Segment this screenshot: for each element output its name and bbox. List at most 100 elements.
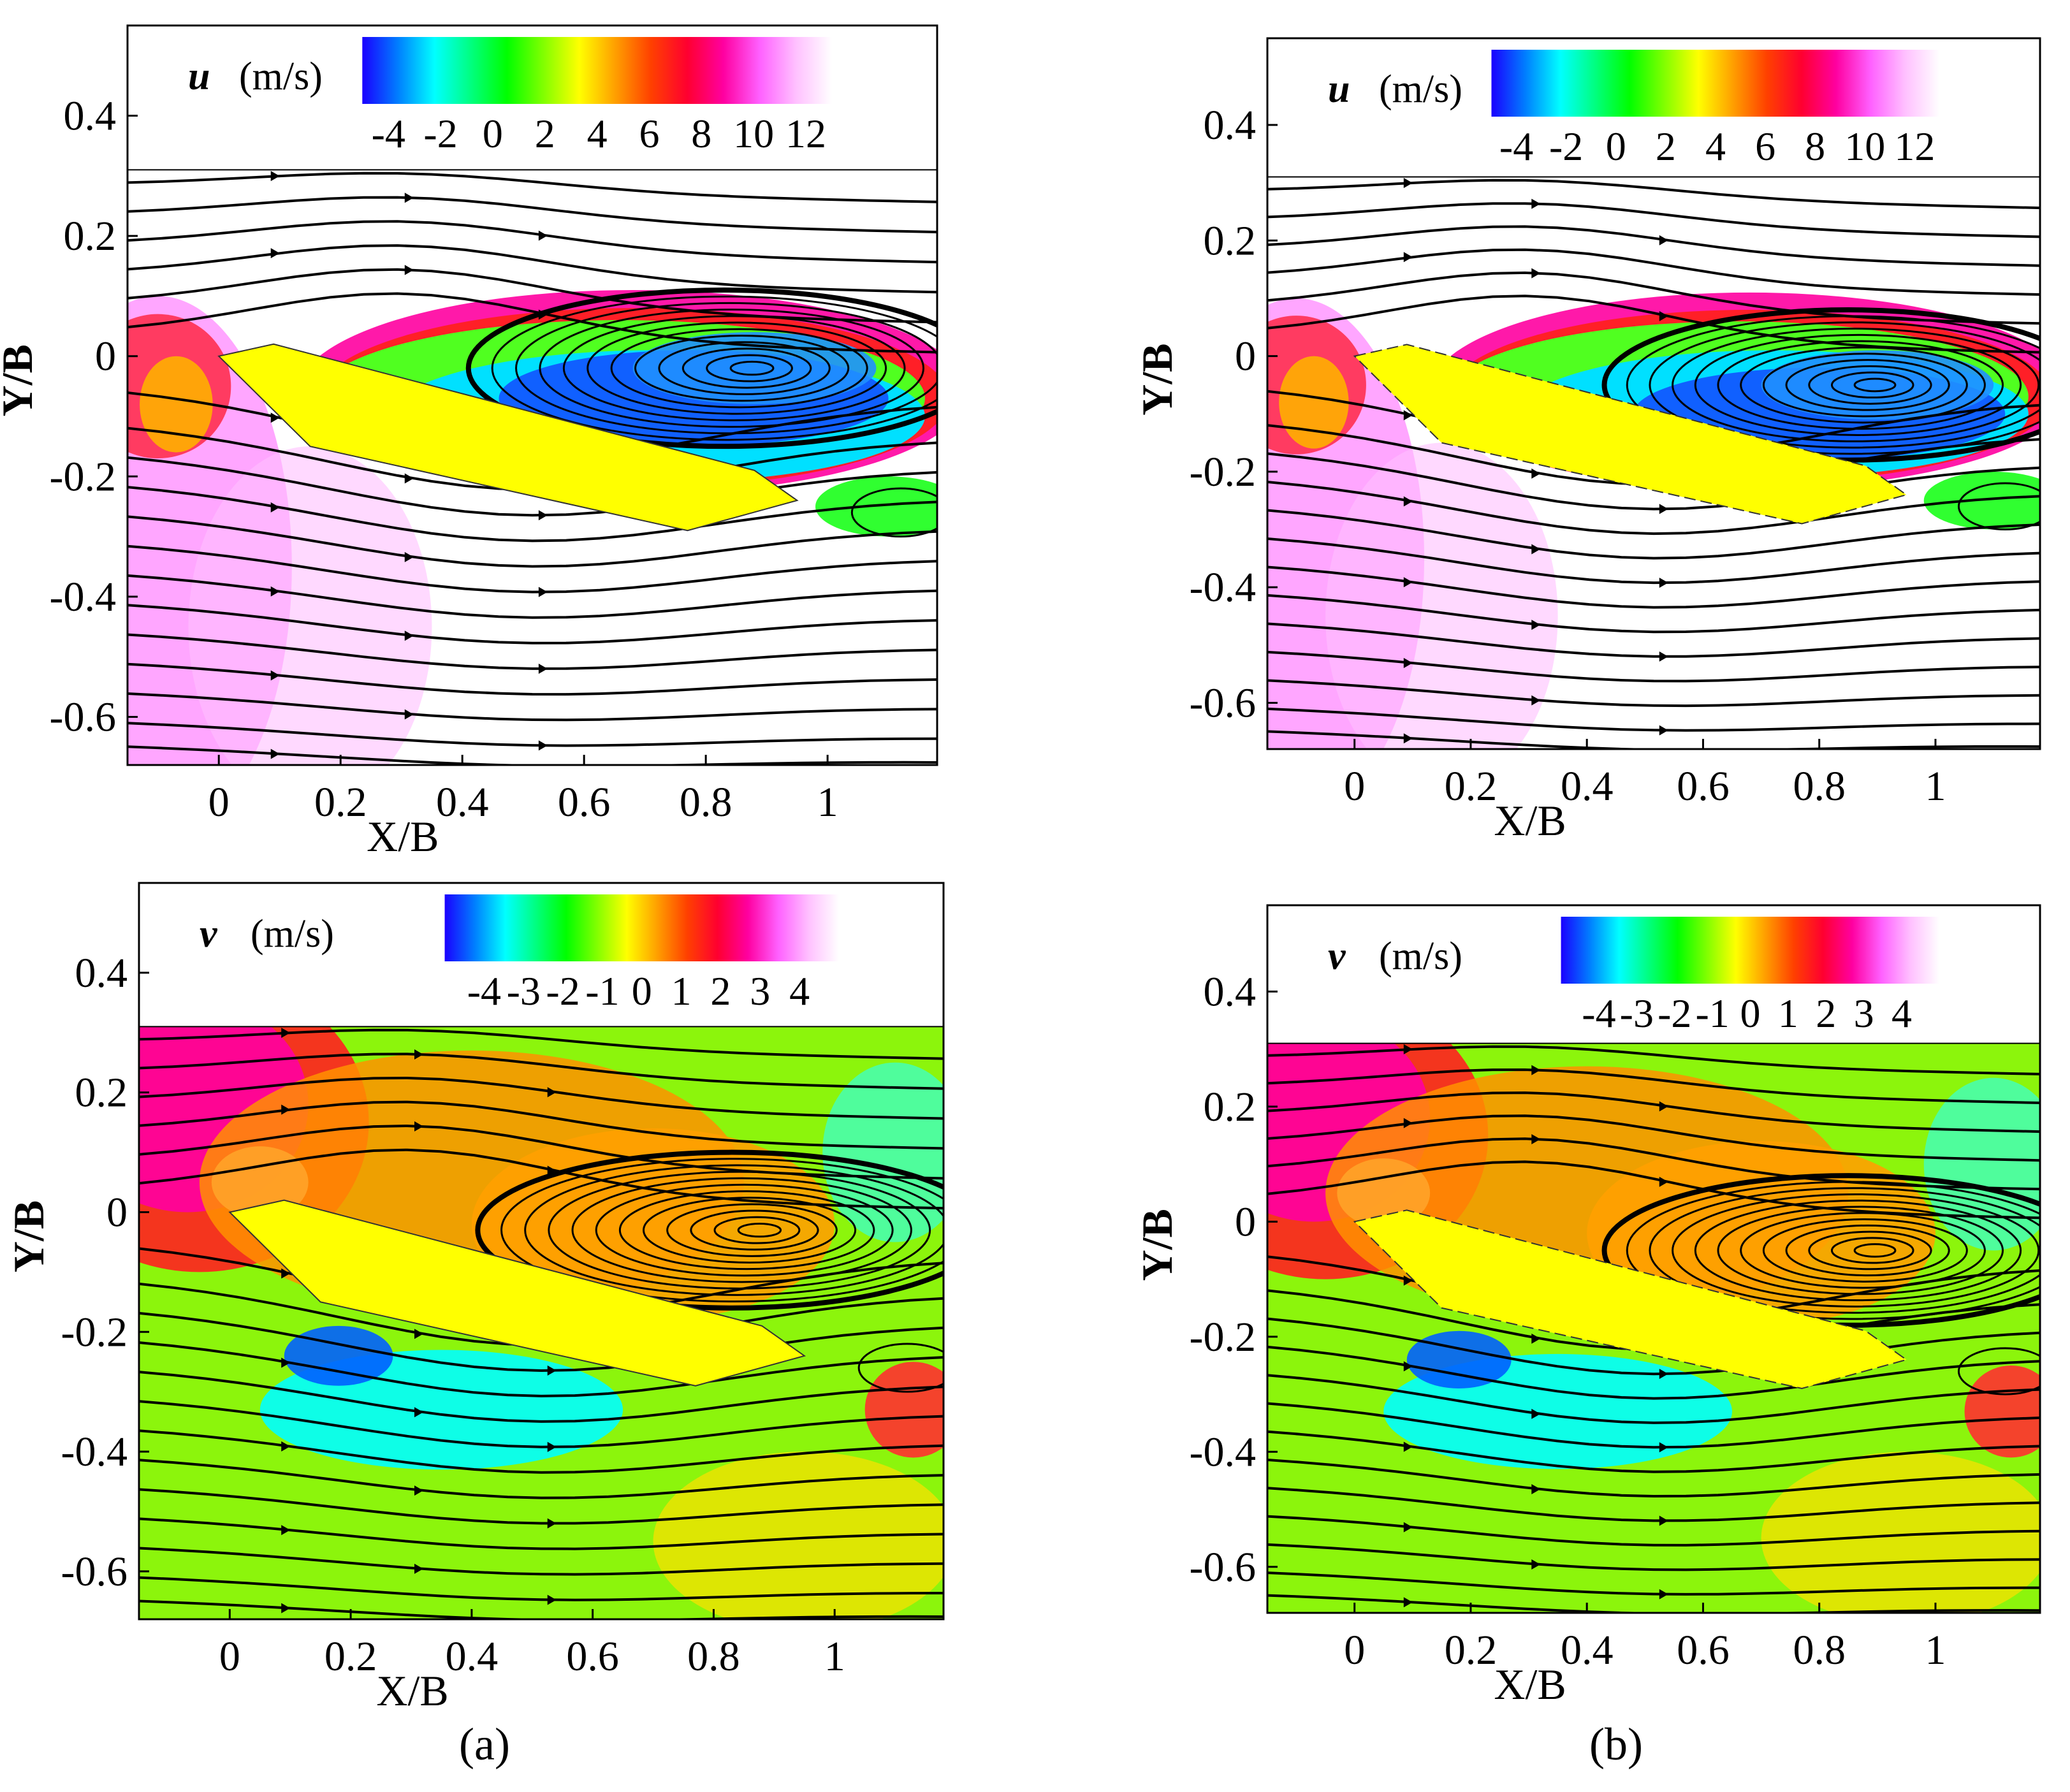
streamline bbox=[128, 171, 937, 203]
streamline-arrow bbox=[281, 1441, 291, 1452]
plot-frame bbox=[1266, 904, 2041, 1614]
colorbar-tick-label: -3 bbox=[1620, 991, 1654, 1036]
vortex-streamline bbox=[491, 295, 937, 441]
x-tick-label: 0 bbox=[219, 1633, 240, 1680]
vortex-streamline bbox=[539, 309, 925, 428]
vortex-streamline bbox=[737, 1222, 782, 1238]
y-tick-label: -0.6 bbox=[1190, 1544, 1256, 1591]
contour-region-wake-cyan bbox=[1923, 1077, 2040, 1251]
streamline-arrow bbox=[1403, 1597, 1413, 1608]
streamline bbox=[1267, 1374, 2040, 1424]
vortex-streamline bbox=[1740, 346, 1986, 424]
streamline bbox=[1267, 1487, 2040, 1522]
streamline-arrow bbox=[1659, 1515, 1668, 1526]
colorbar-tick-label: 8 bbox=[691, 111, 711, 156]
y-tick-label: -0.4 bbox=[1190, 564, 1256, 611]
colorbar bbox=[1491, 50, 1940, 117]
colorbar-tick-label: 4 bbox=[1891, 991, 1912, 1036]
streamline-arrow bbox=[1659, 578, 1668, 588]
streamline-arrow bbox=[1659, 725, 1668, 736]
contour-region-wake-yellow bbox=[653, 1452, 944, 1619]
variable-unit: (m/s) bbox=[1379, 935, 1462, 978]
streamline-arrow bbox=[281, 1357, 291, 1368]
colorbar-tick-label: -2 bbox=[1658, 991, 1691, 1036]
x-axis-label: X/B bbox=[1494, 1660, 1566, 1708]
streamline bbox=[128, 604, 937, 645]
body-section bbox=[217, 343, 799, 532]
x-tick-label: 0.8 bbox=[687, 1633, 740, 1680]
streamline bbox=[128, 268, 937, 324]
x-tick-label: 0.6 bbox=[1677, 763, 1730, 810]
streamline bbox=[1267, 707, 2040, 732]
vortex-streamline bbox=[1672, 328, 2040, 442]
vortex-streamline bbox=[1649, 1187, 2040, 1314]
streamline-arrow bbox=[1403, 733, 1413, 744]
colorbar-tick-label: 12 bbox=[1894, 124, 1935, 169]
streamline-arrow bbox=[547, 1365, 557, 1376]
y-tick-label: 0.4 bbox=[1204, 102, 1257, 149]
streamline bbox=[128, 196, 937, 233]
colorbar-tick-label: 6 bbox=[1755, 124, 1775, 169]
streamline bbox=[1267, 452, 2040, 511]
x-tick-label: 1 bbox=[824, 1633, 845, 1680]
streamline-arrow bbox=[1531, 1065, 1541, 1075]
colorbar-tick-label: 3 bbox=[750, 968, 770, 1014]
streamline-arrow bbox=[404, 473, 414, 484]
y-tick-label: 0.2 bbox=[64, 213, 117, 259]
vortex-streamline bbox=[1717, 1206, 2004, 1295]
streamline-arrow bbox=[1403, 410, 1413, 421]
colorbar-tick-label: 12 bbox=[785, 111, 826, 156]
colorbar-tick-label: 0 bbox=[632, 968, 652, 1014]
streamline-arrow bbox=[538, 740, 548, 751]
variable-symbol: u bbox=[1328, 68, 1350, 111]
y-tick-label: -0.4 bbox=[50, 574, 116, 620]
streamline bbox=[1267, 1114, 2040, 1162]
contour-field bbox=[128, 170, 937, 765]
streamline-arrow bbox=[547, 1087, 557, 1098]
wake-vortex-streamline bbox=[857, 1343, 944, 1393]
streamline-arrow bbox=[281, 1028, 291, 1038]
variable-unit: (m/s) bbox=[239, 55, 323, 98]
vortex-streamline bbox=[1785, 1224, 1950, 1277]
streamline-arrow bbox=[547, 1594, 557, 1605]
streamline-arrow bbox=[1531, 544, 1541, 555]
contour-region-leading-orange bbox=[1279, 356, 1349, 449]
vortex-streamline bbox=[515, 302, 937, 435]
streamline-arrow bbox=[1531, 1559, 1541, 1570]
streamline bbox=[128, 244, 937, 294]
plot-frame bbox=[126, 24, 938, 766]
streamline-arrow bbox=[1531, 695, 1541, 706]
colorbar-tick-label: 4 bbox=[1705, 124, 1726, 169]
vortex-streamline bbox=[571, 1177, 912, 1283]
vortex-streamline bbox=[713, 1216, 801, 1244]
vortex-streamline bbox=[690, 1209, 819, 1251]
streamline bbox=[139, 1488, 944, 1525]
streamline bbox=[139, 1371, 944, 1423]
panel-b-v: 0 0.2 0.4 0.6 0.8 1 0.4 0.2 0 -0.2 -0.4 -0.6 X/B Y/B -… bbox=[1133, 904, 2041, 1708]
y-tick-label: 0.4 bbox=[75, 950, 128, 996]
streamline bbox=[1267, 1515, 2040, 1547]
vortex-streamline bbox=[1853, 1243, 1897, 1258]
x-tick-label: 1 bbox=[1925, 1627, 1946, 1673]
streamline-arrow bbox=[1659, 1589, 1668, 1599]
streamline bbox=[1267, 1045, 2040, 1075]
colorbar-tick-label: -1 bbox=[1695, 991, 1729, 1036]
y-tick-label: -0.4 bbox=[61, 1429, 128, 1475]
x-tick-label: 0.2 bbox=[1445, 1627, 1498, 1673]
streamline-arrow bbox=[414, 1563, 423, 1574]
vortex-streamline bbox=[595, 1183, 894, 1277]
vortex-streamline bbox=[1853, 377, 1897, 393]
variable-symbol: v bbox=[1328, 935, 1346, 978]
streamline-arrow bbox=[270, 171, 280, 182]
streamline-arrow bbox=[1531, 198, 1541, 209]
vortex-streamline bbox=[524, 1164, 944, 1296]
streamline bbox=[139, 1125, 944, 1180]
x-axis-label: X/B bbox=[367, 812, 439, 861]
vortex-streamline bbox=[1740, 1212, 1986, 1289]
vortex-streamline bbox=[1649, 321, 2040, 449]
streamlines bbox=[1267, 177, 2040, 749]
colorbar-tick-label: 4 bbox=[789, 968, 810, 1014]
wake-vortex-streamline bbox=[1957, 482, 2040, 531]
y-tick-label: -0.6 bbox=[61, 1548, 128, 1595]
streamline bbox=[139, 1459, 944, 1499]
